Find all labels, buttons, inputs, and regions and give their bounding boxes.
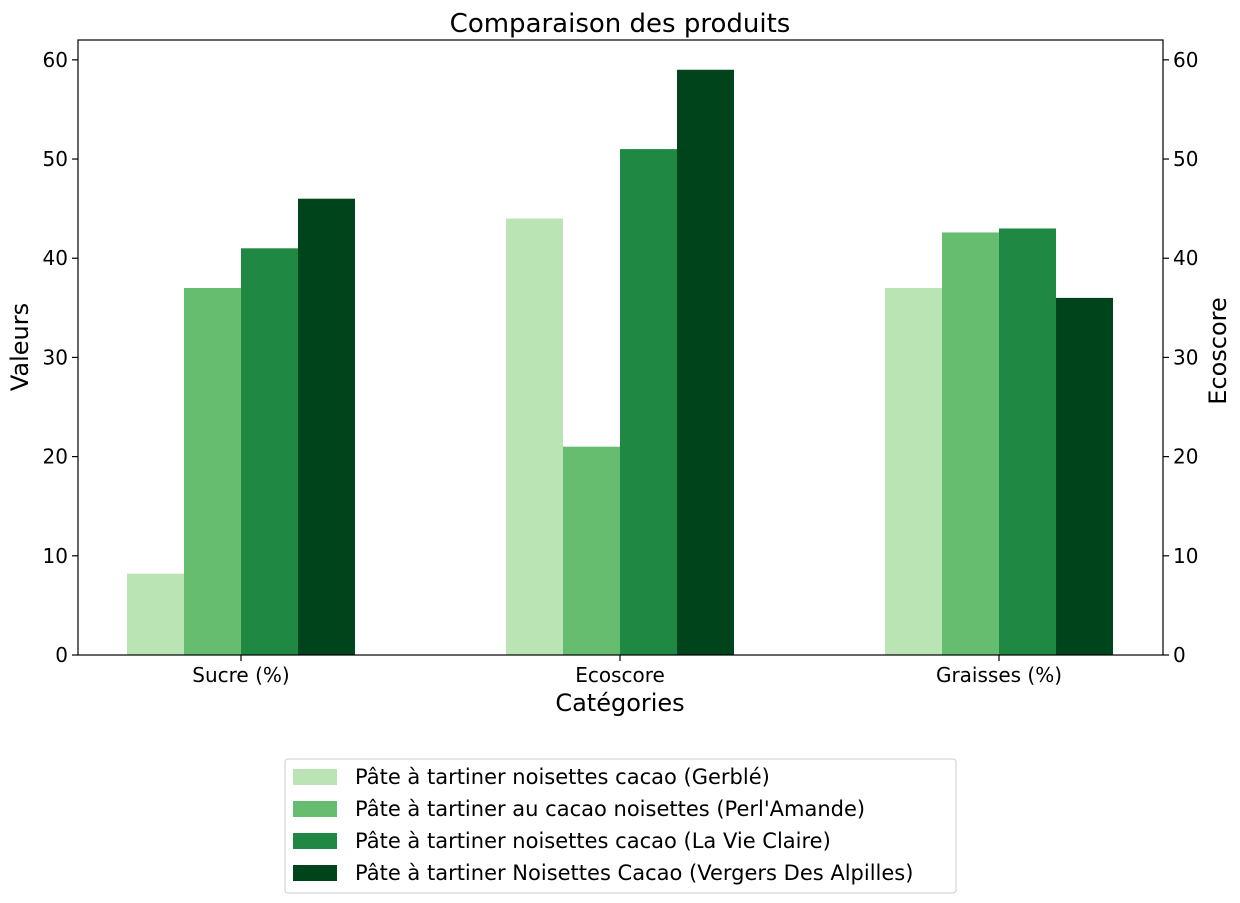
x-tick-label: Sucre (%) bbox=[192, 663, 289, 687]
bars-layer bbox=[127, 69, 1113, 656]
y2-tick-label: 60 bbox=[1173, 48, 1198, 72]
bar-series-4-0 bbox=[298, 198, 355, 656]
y-tick-label: 30 bbox=[43, 345, 68, 369]
legend-label-3: Pâte à tartiner noisettes cacao (La Vie … bbox=[355, 829, 831, 853]
y-tick-label: 40 bbox=[43, 246, 68, 270]
y-tick-label: 50 bbox=[43, 147, 68, 171]
legend-label-1: Pâte à tartiner noisettes cacao (Gerblé) bbox=[355, 765, 770, 789]
y-axis-label: Valeurs bbox=[6, 303, 34, 391]
y2-tick-label: 10 bbox=[1173, 544, 1198, 568]
y2-tick-label: 0 bbox=[1173, 643, 1186, 667]
bar-series-3-0 bbox=[241, 248, 298, 655]
y2-tick-label: 30 bbox=[1173, 345, 1198, 369]
bar-series-2-0 bbox=[184, 287, 241, 655]
y-axis-right: 0 10 20 30 40 50 60 bbox=[1163, 48, 1198, 667]
y2-tick-label: 40 bbox=[1173, 246, 1198, 270]
legend-swatch-3 bbox=[293, 833, 337, 849]
bar-series-1-2 bbox=[885, 287, 942, 655]
bar-series-3-1 bbox=[620, 149, 677, 655]
bar-series-1-0 bbox=[127, 573, 184, 655]
x-tick-label: Graisses (%) bbox=[936, 663, 1062, 687]
chart-title: Comparaison des produits bbox=[450, 9, 791, 39]
y-axis-left: 0 10 20 30 40 50 60 bbox=[43, 48, 78, 667]
legend-swatch-4 bbox=[293, 865, 337, 881]
x-axis-label: Catégories bbox=[555, 689, 684, 717]
bar-series-2-2 bbox=[942, 232, 999, 655]
y-tick-label: 10 bbox=[43, 544, 68, 568]
y-tick-label: 0 bbox=[55, 643, 68, 667]
x-tick-label: Ecoscore bbox=[575, 663, 665, 687]
y2-tick-label: 50 bbox=[1173, 147, 1198, 171]
x-axis: Sucre (%) Ecoscore Graisses (%) bbox=[192, 655, 1062, 687]
legend: Pâte à tartiner noisettes cacao (Gerblé)… bbox=[284, 758, 957, 894]
y2-axis-label: Ecoscore bbox=[1204, 297, 1232, 405]
bar-series-4-2 bbox=[1056, 297, 1113, 655]
legend-swatch-1 bbox=[293, 769, 337, 785]
legend-label-2: Pâte à tartiner au cacao noisettes (Perl… bbox=[355, 797, 865, 821]
bar-series-1-1 bbox=[506, 218, 563, 655]
legend-items: Pâte à tartiner noisettes cacao (Gerblé)… bbox=[293, 765, 913, 885]
y-tick-label: 20 bbox=[43, 445, 68, 469]
bar-series-2-1 bbox=[563, 446, 620, 655]
legend-label-4: Pâte à tartiner Noisettes Cacao (Vergers… bbox=[355, 861, 913, 885]
legend-swatch-2 bbox=[293, 801, 337, 817]
bar-series-4-1 bbox=[677, 69, 734, 656]
bar-series-3-2 bbox=[999, 228, 1056, 655]
y2-tick-label: 20 bbox=[1173, 445, 1198, 469]
y-tick-label: 60 bbox=[43, 48, 68, 72]
legend-box bbox=[284, 758, 957, 894]
